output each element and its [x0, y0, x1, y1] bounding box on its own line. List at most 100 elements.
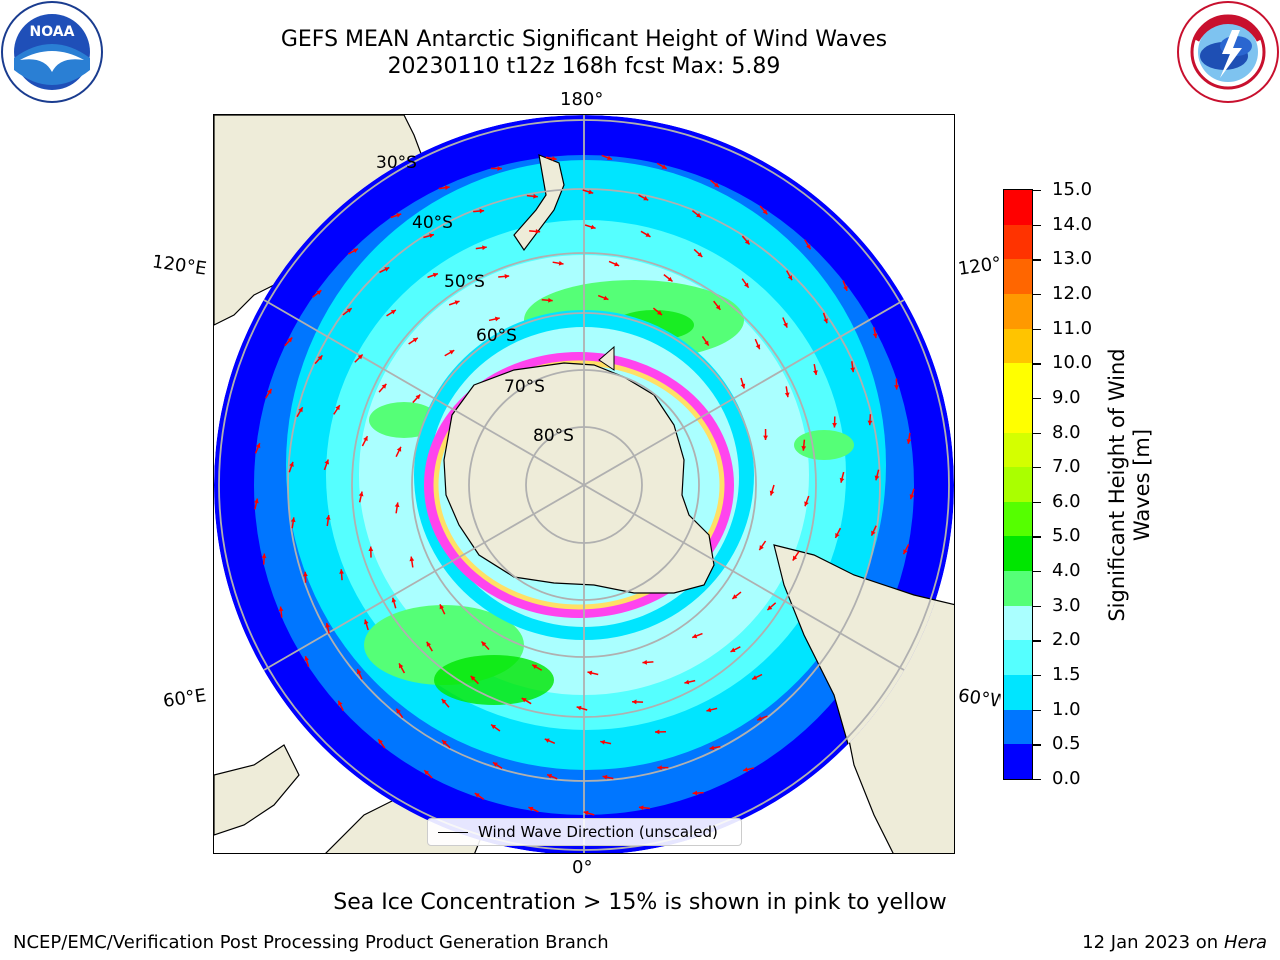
- arrow-head-icon: [390, 309, 396, 315]
- colorbar-tick-label: 7.0: [1052, 456, 1081, 478]
- arrow-head-icon: [497, 166, 502, 171]
- colorbar-tick-mark: [1033, 397, 1041, 400]
- lat-label-70s: 70°S: [504, 377, 545, 397]
- colorbar-tick-label: 6.0: [1052, 490, 1081, 512]
- colorbar-tick-mark: [1033, 467, 1041, 469]
- arrow-head-icon: [767, 605, 773, 611]
- arrow-head-icon: [363, 619, 369, 625]
- chart-title: GEFS MEAN Antarctic Significant Height o…: [280, 27, 888, 52]
- legend-line-icon: [438, 832, 468, 834]
- lat-label-30s: 30°S: [376, 153, 417, 173]
- arrow-head-icon: [643, 196, 649, 201]
- legend-label: Wind Wave Direction (unscaled): [478, 823, 718, 841]
- colorbar-tick-mark: [1033, 224, 1041, 226]
- arrow-head-icon: [757, 716, 763, 721]
- arrow-head-icon: [454, 300, 460, 305]
- lon-label-120e: 120°E: [150, 251, 208, 280]
- colorbar-tick-mark: [1033, 571, 1041, 573]
- colorbar-tick-label: 11.0: [1052, 317, 1093, 339]
- sea-ice: [424, 352, 734, 618]
- arrow-head-icon: [783, 322, 788, 328]
- arrow-head-icon: [832, 423, 837, 428]
- colorbar-tick-label: 4.0: [1052, 560, 1081, 582]
- colorbar-tick-label: 5.0: [1052, 525, 1081, 547]
- colorbar-tick-label: 1.5: [1052, 664, 1081, 686]
- arrow-head-icon: [429, 233, 435, 239]
- arrow-head-icon: [906, 439, 912, 444]
- arrow-head-icon: [278, 606, 284, 612]
- arrow-head-icon: [744, 282, 749, 288]
- arrow-head-icon: [709, 745, 715, 751]
- arrow-head-icon: [583, 810, 589, 816]
- arrow-head-icon: [804, 501, 809, 507]
- arrow-head-icon: [872, 333, 878, 339]
- arrow-head-icon: [784, 392, 790, 398]
- arrow-head-icon: [823, 318, 828, 324]
- colorbar-tick-mark: [1033, 328, 1041, 330]
- colorbar-segment: [1004, 362, 1032, 398]
- nws-logo-icon: [1177, 1, 1279, 103]
- arrow-head-icon: [661, 164, 667, 169]
- map-legend: Wind Wave Direction (unscaled): [427, 818, 742, 846]
- lon-label-60e: 60°E: [161, 685, 208, 712]
- arrow-head-icon: [470, 675, 476, 681]
- arrow-head-icon: [600, 739, 606, 745]
- colorbar-segment: [1004, 743, 1032, 779]
- arrow-head-icon: [254, 498, 259, 504]
- arrow-head-icon: [491, 724, 497, 730]
- arrow-head-icon: [396, 446, 402, 452]
- colorbar-segment: [1004, 258, 1032, 294]
- arrow-head-icon: [298, 407, 303, 413]
- arrow-head-icon: [871, 530, 876, 536]
- arrow-head-icon: [409, 556, 415, 562]
- arrow-head-icon: [532, 664, 538, 670]
- map-panel[interactable]: 30°S 40°S 50°S 60°S 70°S 80°S: [213, 114, 955, 854]
- arrow-head-icon: [528, 806, 534, 812]
- arrow-head-icon: [396, 708, 401, 714]
- footer-date-text: 12 Jan 2023 on: [1082, 932, 1224, 953]
- arrow-head-icon: [759, 545, 764, 551]
- lon-label-120w: 120°W: [956, 253, 1002, 280]
- colorbar-segment: [1004, 570, 1032, 606]
- arrow-head-icon: [752, 675, 758, 680]
- arrow-head-icon: [744, 239, 750, 245]
- noaa-logo-text: NOAA: [30, 24, 75, 40]
- colorbar-tick-mark: [1033, 501, 1041, 504]
- arrow-head-icon: [684, 679, 690, 685]
- colorbar-tick-label: 10.0: [1052, 352, 1093, 374]
- arrow-head-icon: [867, 420, 873, 426]
- arrow-head-icon: [903, 549, 908, 555]
- wind-wave-arrows: [254, 154, 915, 816]
- arrow-head-icon: [479, 208, 485, 214]
- graticule: [218, 115, 950, 853]
- colorbar-segment: [1004, 466, 1032, 502]
- arrow-head-icon: [325, 622, 331, 628]
- arrow-head-icon: [657, 310, 663, 315]
- arrow-head-icon: [339, 569, 344, 574]
- colorbar-tick-mark: [1033, 363, 1041, 365]
- colorbar-tick-mark: [1033, 709, 1041, 711]
- colorbar-segment: [1004, 674, 1032, 710]
- lat-label-50s: 50°S: [444, 272, 485, 292]
- arrow-head-icon: [535, 229, 541, 234]
- colorbar-tick-label: 2.0: [1052, 629, 1081, 651]
- arrow-head-icon: [588, 189, 594, 195]
- arrow-head-icon: [654, 729, 660, 735]
- arrow-head-icon: [316, 290, 322, 295]
- arrow-head-icon: [558, 260, 564, 266]
- colorbar-segment: [1004, 432, 1032, 468]
- arrow-head-icon: [290, 517, 296, 523]
- arrow-head-icon: [474, 793, 480, 798]
- lat-label-40s: 40°S: [412, 213, 453, 233]
- arrow-head-icon: [444, 185, 450, 191]
- colorbar-tick-mark: [1033, 605, 1041, 608]
- arrow-head-icon: [715, 304, 721, 310]
- colorbar-tick-label: 9.0: [1052, 386, 1081, 408]
- arrow-head-icon: [697, 252, 703, 257]
- arrow-head-icon: [357, 669, 362, 675]
- arrow-head-icon: [426, 641, 432, 647]
- colorbar-tick-mark: [1033, 779, 1041, 781]
- colorbar-label: Significant Height of Wind Waves [m]: [1105, 275, 1155, 695]
- colorbar-segment: [1004, 605, 1032, 641]
- arrow-head-icon: [909, 494, 915, 500]
